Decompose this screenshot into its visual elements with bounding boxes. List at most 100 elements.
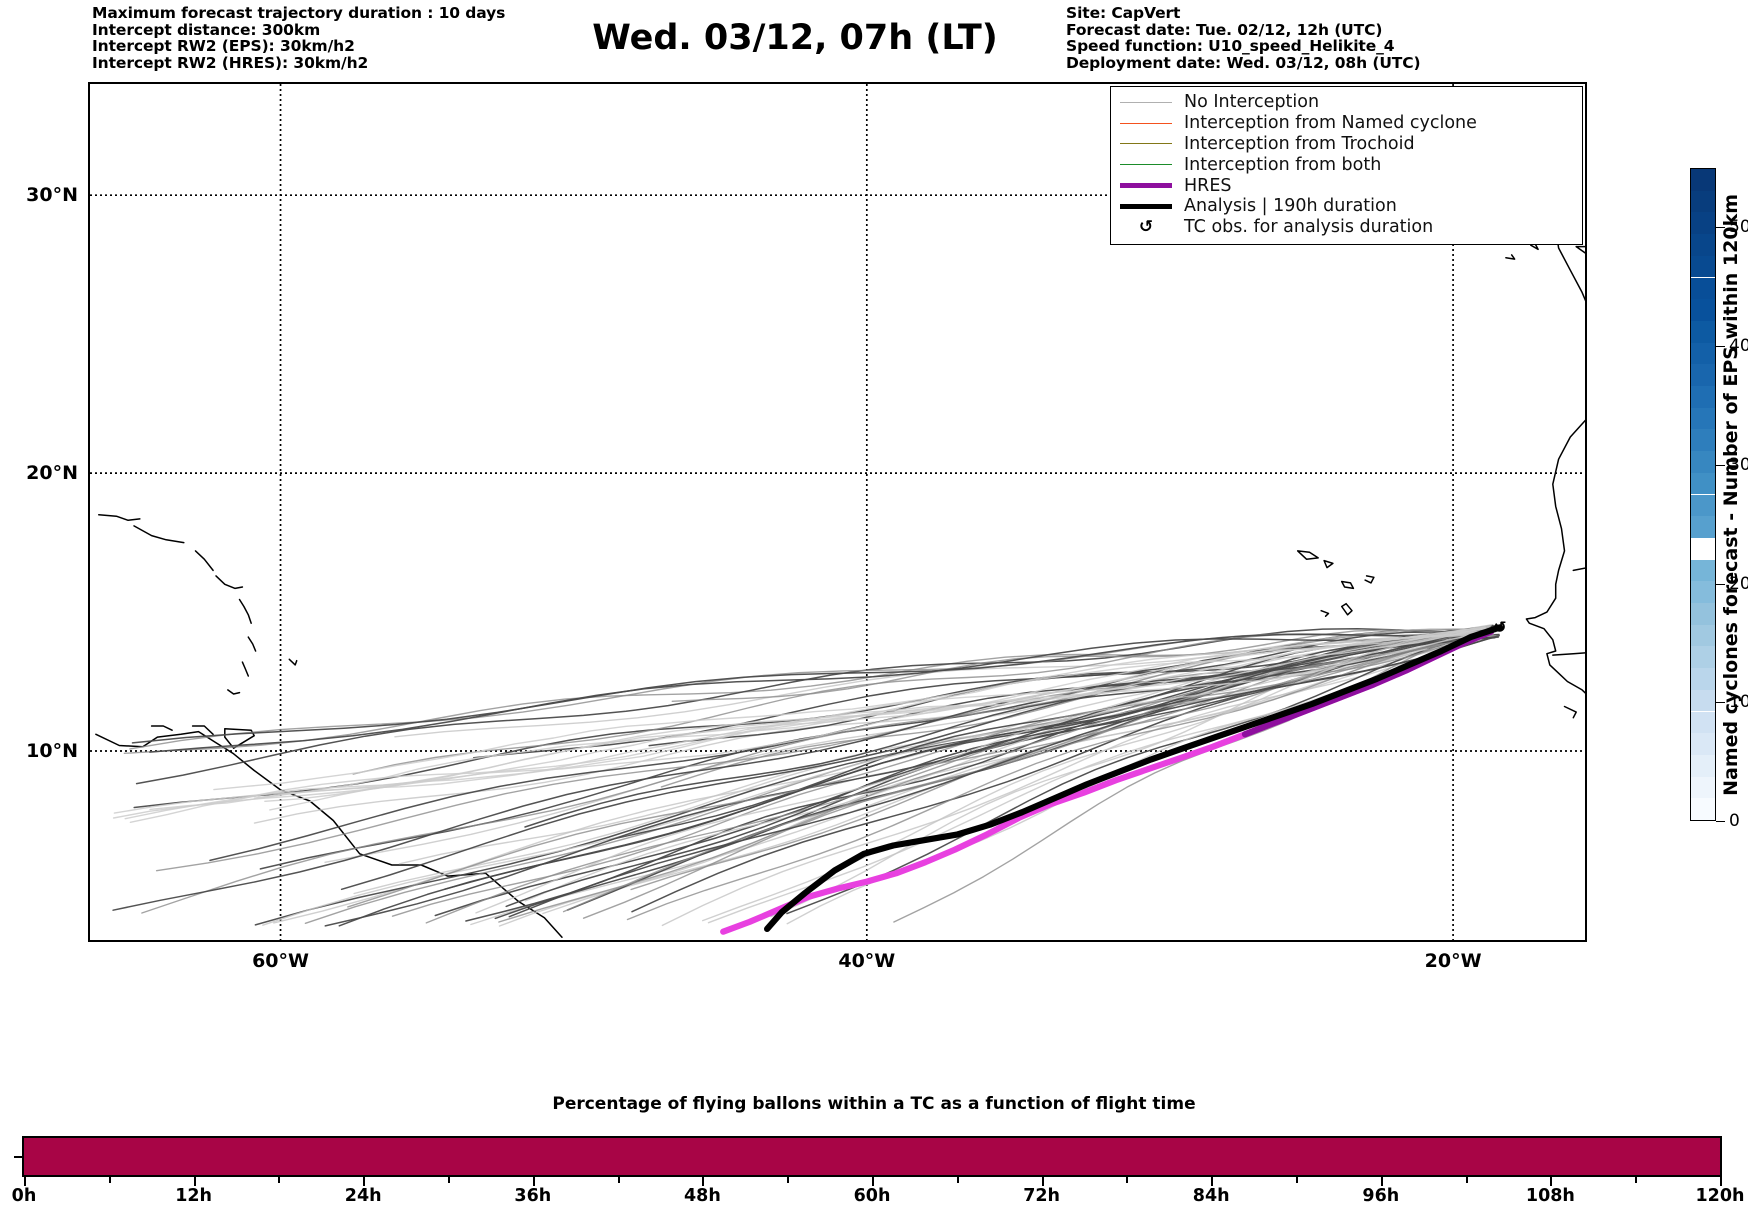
svg-text:↺: ↺ — [1493, 617, 1506, 636]
colorbar-tick-label-4: 40 — [1729, 336, 1748, 357]
colorbar-segment-18 — [1691, 407, 1715, 430]
map-canvas: ↺ — [90, 84, 1585, 940]
colorbar-segment-27 — [1691, 212, 1715, 235]
forecast-date-label: Forecast date: Tue. 02/12, 12h (UTC) — [1066, 20, 1383, 39]
colorbar-segment-1 — [1691, 776, 1715, 799]
colorbar-segment-4 — [1691, 711, 1715, 734]
colorbar-tick-5 — [1716, 227, 1725, 229]
colorbar-segment-12 — [1691, 538, 1715, 560]
pct-tick-2 — [363, 1177, 366, 1186]
legend-row-3: Interception from both — [1120, 154, 1573, 175]
pct-tick-10 — [1720, 1177, 1722, 1186]
tc-obs-icon: ↺ — [1138, 216, 1154, 237]
site-label: Site: CapVert — [1066, 4, 1181, 22]
colorbar-segment-16 — [1691, 451, 1715, 473]
header-right-block: Site: CapVert Forecast date: Tue. 02/12,… — [1066, 5, 1421, 71]
legend-label-4: HRES — [1184, 175, 1232, 196]
colorbar-segment-11 — [1691, 559, 1715, 582]
legend-swatch-4 — [1120, 183, 1172, 189]
percentage-bar-plot — [22, 1136, 1722, 1177]
legend-swatch-5 — [1120, 203, 1172, 209]
pct-tick-label-3: 36h — [514, 1186, 552, 1206]
header-left-line-2: Intercept distance: 300km — [92, 20, 321, 39]
pct-minor-tick-1 — [278, 1177, 281, 1183]
colorbar-segment-10 — [1691, 581, 1715, 603]
pct-minor-tick-0 — [108, 1177, 111, 1183]
pct-tick-0 — [24, 1177, 26, 1186]
colorbar-segment-5 — [1691, 689, 1715, 712]
colorbar-segment-22 — [1691, 320, 1715, 343]
colorbar-segment-2 — [1691, 754, 1715, 777]
colorbar-segment-3 — [1691, 733, 1715, 755]
pct-tick-label-5: 60h — [853, 1186, 891, 1206]
colorbar-segment-26 — [1691, 234, 1715, 256]
colorbar-axis-label: Named cyclones forecast - Number of EPS … — [1718, 168, 1744, 821]
legend-swatch-1 — [1120, 122, 1172, 124]
colorbar-tick-3 — [1716, 464, 1725, 466]
pct-tick-9 — [1550, 1177, 1553, 1186]
header-left-line-3: Intercept RW2 (EPS): 30km/h2 — [92, 37, 355, 56]
colorbar-tick-label-0: 0 — [1729, 811, 1740, 831]
colorbar-tick-label-2: 20 — [1729, 573, 1748, 594]
map-legend: No Interception Interception from Named c… — [1110, 86, 1583, 245]
legend-label-3: Interception from both — [1184, 154, 1382, 175]
colorbar-segment-9 — [1691, 603, 1715, 625]
colorbar-segment-8 — [1691, 624, 1715, 647]
pct-tick-label-1: 12h — [175, 1186, 212, 1206]
header-left-block: Maximum forecast trajectory duration : 1… — [92, 5, 505, 71]
colorbar-segment-6 — [1691, 668, 1715, 690]
colorbar-segment-24 — [1691, 277, 1715, 300]
map-xtick-label-2: 20°W — [1424, 950, 1482, 972]
pct-minor-tick-8 — [1465, 1177, 1468, 1183]
colorbar-tick-label-5: 50 — [1729, 217, 1748, 238]
colorbar-tick-label-3: 30 — [1729, 454, 1748, 475]
pct-minor-tick-7 — [1296, 1177, 1298, 1183]
map-xtick-label-0: 60°W — [252, 950, 309, 972]
colorbar-segment-28 — [1691, 190, 1715, 213]
colorbar-label-text: Named cyclones forecast - Number of EPS … — [1720, 193, 1742, 796]
pct-tick-4 — [702, 1177, 705, 1186]
deployment-date-label: Deployment date: Wed. 03/12, 08h (UTC) — [1066, 53, 1421, 72]
pct-minor-tick-9 — [1635, 1177, 1638, 1183]
pct-minor-tick-6 — [1126, 1177, 1129, 1183]
colorbar-segment-17 — [1691, 429, 1715, 452]
legend-label-6: TC obs. for analysis duration — [1184, 217, 1434, 238]
pct-tick-6 — [1041, 1177, 1044, 1186]
colorbar-gradient — [1690, 168, 1716, 821]
pct-tick-label-9: 108h — [1525, 1186, 1575, 1206]
legend-row-2: Interception from Trochoid — [1120, 134, 1573, 155]
colorbar-tick-label-1: 10 — [1729, 692, 1748, 713]
colorbar-segment-29 — [1691, 169, 1715, 191]
colorbar-segment-20 — [1691, 364, 1715, 386]
pct-minor-tick-3 — [617, 1177, 620, 1183]
colorbar-segment-23 — [1691, 299, 1715, 321]
pct-tick-8 — [1380, 1177, 1383, 1186]
pct-minor-tick-4 — [787, 1177, 790, 1183]
legend-row-0: No Interception — [1120, 92, 1573, 113]
legend-row-5: Analysis | 190h duration — [1120, 196, 1573, 217]
pct-minor-tick-5 — [956, 1177, 959, 1183]
percentage-bar-title: Percentage of flying ballons within a TC… — [552, 1094, 1196, 1114]
pct-tick-5 — [872, 1177, 874, 1186]
legend-swatch-3 — [1120, 164, 1172, 166]
legend-label-1: Interception from Named cyclone — [1184, 113, 1477, 134]
pct-tick-label-7: 84h — [1192, 1186, 1230, 1206]
colorbar-segment-19 — [1691, 386, 1715, 408]
map-xtick-label-1: 40°W — [838, 950, 896, 972]
pct-tick-label-8: 96h — [1362, 1186, 1400, 1206]
colorbar-segment-21 — [1691, 342, 1715, 365]
map-ytick-label-2: 10°N — [26, 740, 78, 762]
speed-function-label: Speed function: U10_speed_Helikite_4 — [1066, 37, 1395, 56]
colorbar-tick-1 — [1716, 702, 1725, 704]
legend-row-1: Interception from Named cyclone — [1120, 113, 1573, 134]
pct-tick-label-2: 24h — [344, 1186, 382, 1206]
legend-row-4: HRES — [1120, 175, 1573, 196]
pct-tick-label-0: 0h — [11, 1186, 37, 1206]
pct-tick-label-6: 72h — [1023, 1186, 1060, 1206]
pct-tick-7 — [1211, 1177, 1214, 1186]
colorbar-segment-7 — [1691, 646, 1715, 669]
legend-swatch-2 — [1120, 143, 1172, 145]
pct-tick-label-10: 120h — [1695, 1186, 1745, 1206]
colorbar-segment-0 — [1691, 798, 1715, 820]
legend-label-5: Analysis | 190h duration — [1184, 196, 1397, 217]
